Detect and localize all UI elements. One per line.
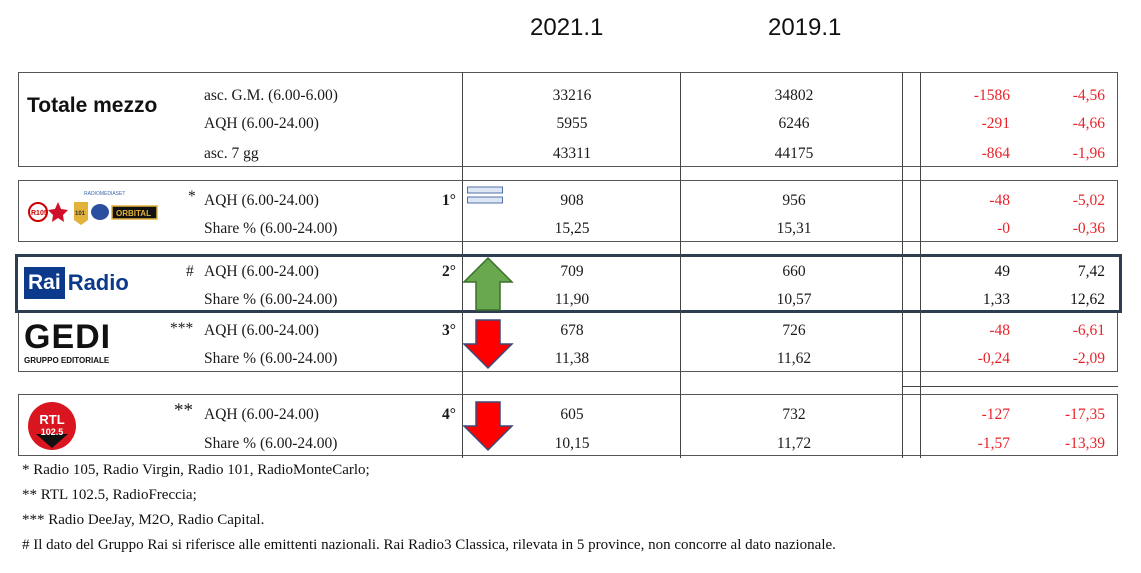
totale-2021-3: 43311 — [552, 145, 592, 162]
rtl-2019-2: 11,72 — [776, 435, 812, 452]
gedi-diff-2: -0,24 — [977, 350, 1010, 367]
gedi-box — [18, 313, 1118, 372]
totale-pct-3: -1,96 — [1072, 145, 1105, 162]
rai-logo-radio: Radio — [67, 270, 129, 295]
svg-text:ORBITAL: ORBITAL — [116, 209, 151, 218]
mediaset-2021-1: 908 — [560, 192, 584, 209]
gedi-pct-1: -6,61 — [1072, 322, 1105, 339]
footnote-2: ** RTL 102.5, RadioFreccia; — [22, 487, 197, 503]
rai-rank: 2° — [442, 263, 456, 280]
footnote-1: * Radio 105, Radio Virgin, Radio 101, Ra… — [22, 462, 370, 478]
rtl-pct-2: -13,39 — [1064, 435, 1105, 452]
equal-trend-icon — [467, 186, 503, 206]
totale-2019-1: 34802 — [774, 87, 814, 104]
rtl-diff-2: -1,57 — [977, 435, 1010, 452]
gedi-logo-text: GEDI — [24, 318, 112, 356]
totale-metric-3: asc. 7 gg — [204, 145, 259, 162]
gedi-logo-sub: GRUPPO EDITORIALE — [24, 356, 110, 365]
rai-logo-mark: Rai — [24, 267, 65, 299]
gedi-marker: *** — [170, 320, 194, 337]
up-arrow-icon — [462, 256, 514, 312]
totale-label: Totale mezzo — [27, 94, 158, 117]
rai-radio-logo: Rai Radio — [24, 264, 129, 302]
rtl-metric-2: Share % (6.00-24.00) — [204, 435, 338, 452]
gedi-diff-1: -48 — [989, 322, 1010, 339]
col-divider — [902, 72, 903, 458]
gedi-metric-1: AQH (6.00-24.00) — [204, 322, 319, 339]
totale-pct-1: -4,56 — [1072, 87, 1105, 104]
rai-2021-2: 11,90 — [554, 291, 590, 308]
row-divider — [902, 386, 1118, 387]
mediaset-marker: * — [188, 188, 196, 205]
mediaset-rank: 1° — [442, 192, 456, 209]
totale-box — [18, 72, 1118, 167]
totale-metric-2: AQH (6.00-24.00) — [204, 115, 319, 132]
mediaset-pct-2: -0,36 — [1072, 220, 1105, 237]
rai-pct-1: 7,42 — [1077, 263, 1105, 280]
col-divider — [920, 72, 921, 458]
rtl-diff-1: -127 — [981, 406, 1010, 423]
rai-2019-2: 10,57 — [776, 291, 812, 308]
rai-marker: # — [186, 263, 194, 280]
gedi-2019-2: 11,62 — [776, 350, 812, 367]
mediaset-logo: RADIOMEDIASET R105 101 ORBITAL — [26, 188, 161, 230]
year-header-2021: 2021.1 — [530, 14, 604, 41]
totale-diff-1: -1586 — [973, 87, 1010, 104]
totale-2019-2: 6246 — [778, 115, 810, 132]
rai-diff-2: 1,33 — [982, 291, 1010, 308]
gedi-2021-1: 678 — [560, 322, 584, 339]
rai-2021-1: 709 — [560, 263, 584, 280]
rtl-2021-1: 605 — [560, 406, 584, 423]
gedi-pct-2: -2,09 — [1072, 350, 1105, 367]
rtl-box — [18, 394, 1118, 456]
gedi-metric-2: Share % (6.00-24.00) — [204, 350, 338, 367]
totale-2021-1: 33216 — [552, 87, 592, 104]
totale-diff-2: -291 — [981, 115, 1010, 132]
footnote-4: # Il dato del Gruppo Rai si riferisce al… — [22, 537, 836, 553]
mediaset-2021-2: 15,25 — [554, 220, 590, 237]
rtl-metric-1: AQH (6.00-24.00) — [204, 406, 319, 423]
down-arrow-icon — [462, 318, 514, 370]
year-header-2019: 2019.1 — [768, 14, 842, 41]
gedi-logo: GEDI GRUPPO EDITORIALE — [24, 320, 111, 365]
footnote-3: *** Radio DeeJay, M2O, Radio Capital. — [22, 512, 265, 528]
rai-metric-2: Share % (6.00-24.00) — [204, 291, 338, 308]
col-divider — [680, 72, 681, 458]
gedi-rank: 3° — [442, 322, 456, 339]
rai-metric-1: AQH (6.00-24.00) — [204, 263, 319, 280]
svg-text:101: 101 — [75, 211, 86, 217]
totale-metric-1: asc. G.M. (6.00-6.00) — [204, 87, 338, 104]
rtl-marker: ** — [174, 400, 193, 421]
rtl-logo: RTL 102.5 — [26, 400, 78, 452]
totale-2021-2: 5955 — [556, 115, 588, 132]
svg-text:RADIOMEDIASET: RADIOMEDIASET — [84, 191, 125, 197]
mediaset-box — [18, 180, 1118, 242]
mediaset-metric-1: AQH (6.00-24.00) — [204, 192, 319, 209]
totale-pct-2: -4,66 — [1072, 115, 1105, 132]
mediaset-pct-1: -5,02 — [1072, 192, 1105, 209]
gedi-2021-2: 11,38 — [554, 350, 590, 367]
mediaset-2019-2: 15,31 — [776, 220, 812, 237]
rai-pct-2: 12,62 — [1070, 291, 1105, 308]
rtl-logo-sub: 102.5 — [41, 427, 64, 437]
svg-text:R105: R105 — [31, 210, 48, 217]
gedi-2019-1: 726 — [782, 322, 806, 339]
rtl-pct-1: -17,35 — [1064, 406, 1105, 423]
mediaset-diff-2: -0 — [997, 220, 1010, 237]
mediaset-metric-2: Share % (6.00-24.00) — [204, 220, 338, 237]
mediaset-diff-1: -48 — [989, 192, 1010, 209]
rtl-2021-2: 10,15 — [554, 435, 590, 452]
rtl-logo-text: RTL — [39, 412, 64, 427]
totale-diff-3: -864 — [981, 145, 1010, 162]
rai-2019-1: 660 — [782, 263, 806, 280]
col-divider — [462, 72, 463, 458]
down-arrow-icon — [462, 400, 514, 452]
rai-highlight-box — [15, 254, 1122, 313]
rtl-rank: 4° — [442, 406, 456, 423]
mediaset-2019-1: 956 — [782, 192, 806, 209]
rai-diff-1: 49 — [994, 263, 1011, 280]
rtl-2019-1: 732 — [782, 406, 806, 423]
totale-2019-3: 44175 — [774, 145, 814, 162]
